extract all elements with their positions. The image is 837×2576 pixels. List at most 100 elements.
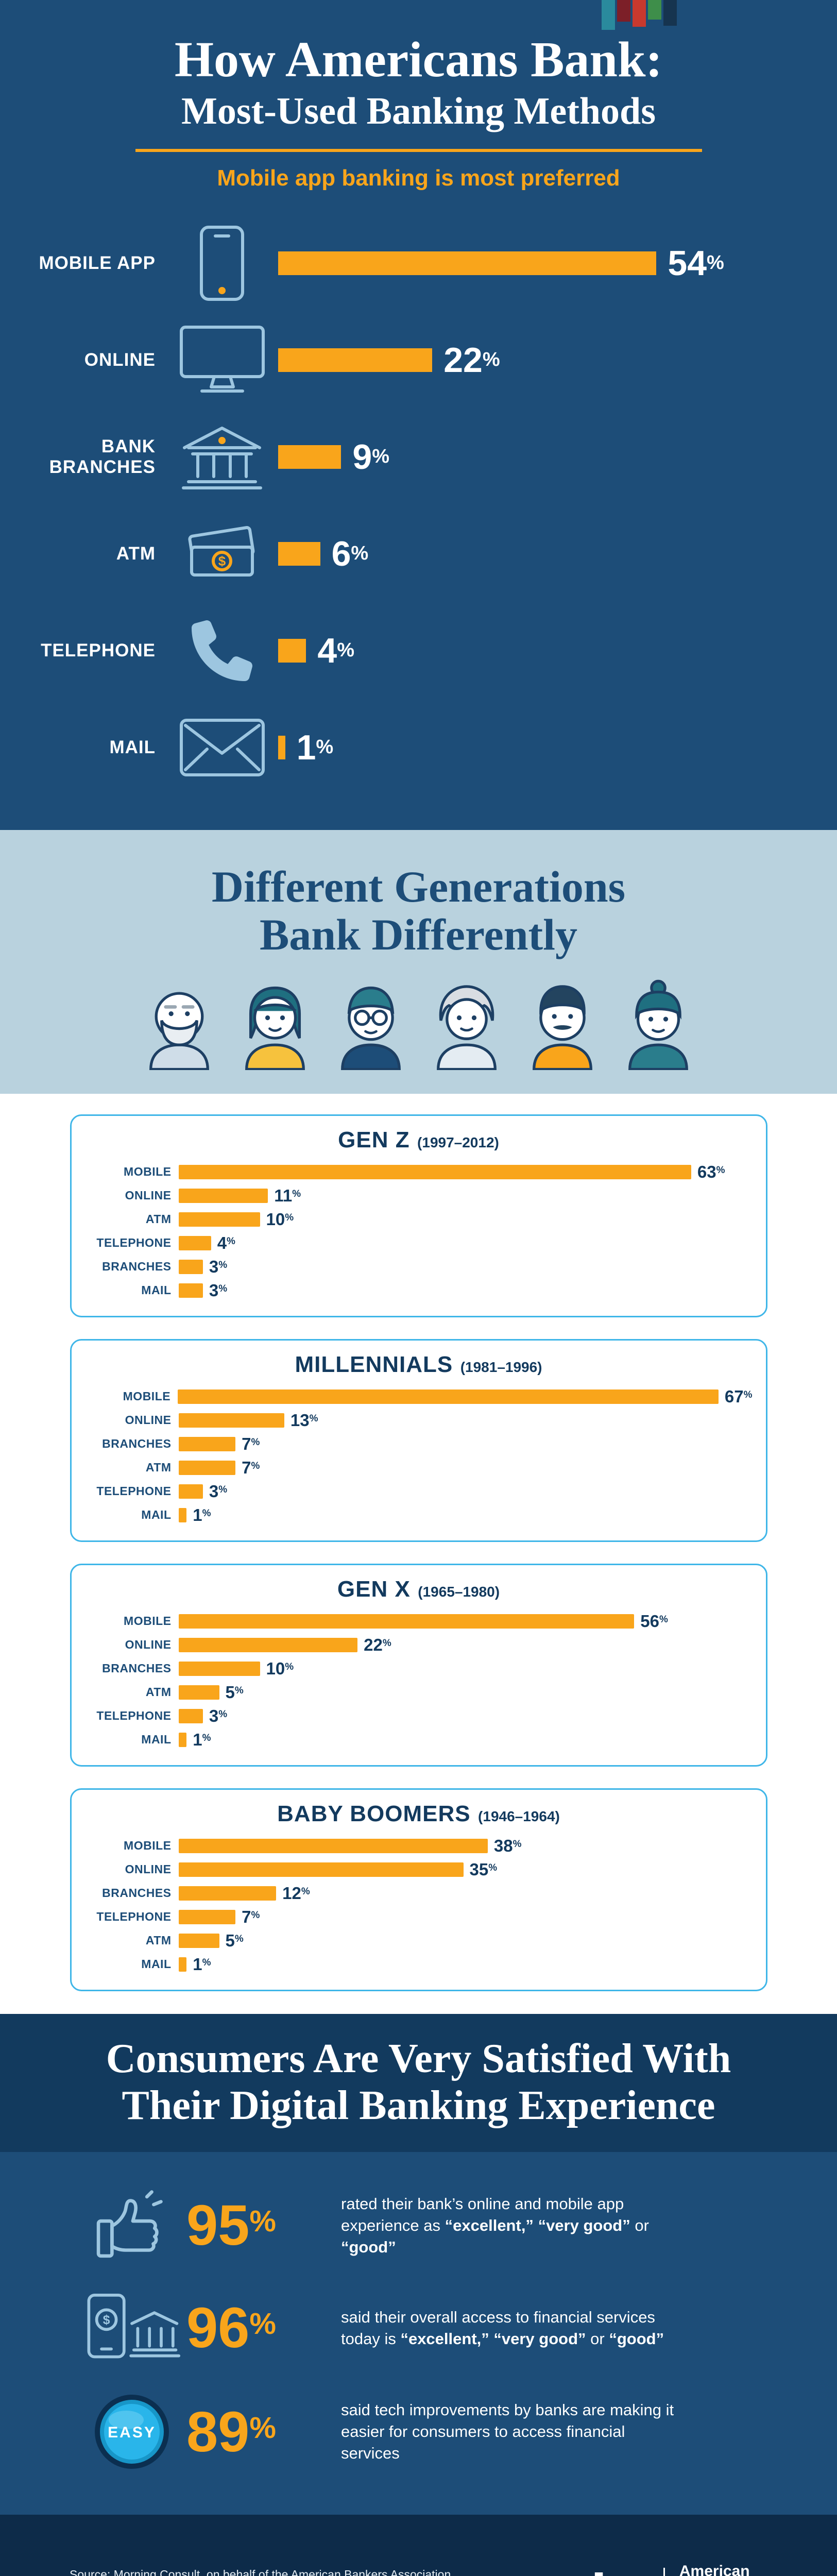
- method-label: ATM: [116, 544, 156, 564]
- decor-stripe: [648, 0, 661, 20]
- decor-stripe: [633, 0, 646, 27]
- chart-row: TELEPHONE 3%: [96, 1706, 228, 1725]
- tagline: Mobile app banking is most preferred: [217, 165, 620, 191]
- svg-text:$: $: [218, 553, 226, 569]
- avatar-man-glasses-icon: [340, 986, 401, 1070]
- bar: [178, 1484, 203, 1499]
- generations-title: Different Generations Bank Differently: [211, 862, 626, 960]
- mail-envelope-icon: [166, 716, 278, 779]
- method-label: TELEPHONE: [41, 640, 156, 661]
- chart-row: TELEPHONE 7%: [96, 1907, 260, 1926]
- chart-row: BRANCHES 7%: [102, 1434, 260, 1453]
- bar-track: 22%: [278, 340, 500, 380]
- bar: [278, 639, 306, 663]
- bar-track: 1%: [278, 727, 333, 768]
- chart-row: ONLINE 35%: [125, 1859, 498, 1879]
- main-chart-row-branches: BANK BRANCHES 9%: [0, 409, 837, 505]
- aba-logo-text: American Bankers Association®: [679, 2563, 750, 2576]
- aba-logo: aba American Bankers Association®: [563, 2562, 773, 2576]
- bar: [178, 1957, 187, 1972]
- page-title: How Americans Bank:: [174, 32, 663, 88]
- stat-text: said their overall access to financial s…: [341, 2308, 664, 2348]
- main-chart-row-atm: ATM $ 6%: [0, 505, 837, 602]
- page-subtitle: Most-Used Banking Methods: [181, 90, 656, 132]
- method-label: MAIL: [109, 737, 156, 758]
- gen-x-chart-card: GEN X (1965–1980) MOBILE 56% ONLINE 22% …: [70, 1563, 767, 1767]
- avatar-woman-teal-hair-icon: [245, 986, 305, 1070]
- footer-section: Source: Morning Consult, on behalf of th…: [0, 2515, 837, 2576]
- bar: [178, 1389, 719, 1404]
- satisfaction-title-band: Consumers Are Very Satisfied With Their …: [0, 2013, 837, 2153]
- bar: [178, 1413, 284, 1428]
- decor-stripes: [602, 0, 677, 30]
- stat-value: 95%: [186, 2194, 276, 2258]
- chart-row: BRANCHES 10%: [102, 1658, 294, 1678]
- bar: [178, 1164, 691, 1179]
- chart-row: MAIL 3%: [141, 1280, 228, 1300]
- decor-stripe: [617, 0, 630, 22]
- bar: [178, 1283, 203, 1298]
- chart-row: TELEPHONE 4%: [96, 1233, 235, 1252]
- baby-boomers-chart-card: BABY BOOMERS (1946–1964) MOBILE 38% ONLI…: [70, 1788, 767, 1991]
- chart-row: ATM 5%: [145, 1682, 244, 1702]
- bar: [278, 445, 341, 469]
- bar: [278, 736, 285, 760]
- bar-track: 6%: [278, 534, 368, 574]
- mobile-bank-icon: $: [77, 2291, 186, 2365]
- divider: [135, 149, 702, 152]
- chart-row: MAIL 1%: [141, 1505, 211, 1524]
- telephone-handset-icon: [166, 620, 278, 682]
- bar: [178, 1235, 211, 1250]
- bar: [178, 1661, 260, 1676]
- stat-row-app-experience: 95% rated their bank’s online and mobile…: [0, 2188, 837, 2263]
- bar: [178, 1909, 236, 1924]
- bar: [178, 1862, 464, 1877]
- bar: [278, 348, 433, 372]
- main-bar-chart: MOBILE APP 54% ONLINE: [0, 215, 837, 796]
- stat-text: said tech improvements by banks are maki…: [341, 2401, 674, 2463]
- chart-row: MOBILE 56%: [124, 1611, 668, 1631]
- bar: [178, 1637, 358, 1652]
- bar: [178, 1436, 236, 1451]
- logo-divider: [663, 2568, 665, 2576]
- chart-row: TELEPHONE 3%: [96, 1481, 228, 1501]
- stat-row-tech-improvements: EASY 89% said tech improvements by banks…: [0, 2393, 837, 2470]
- value-label: 1%: [296, 728, 334, 768]
- generations-section: Different Generations Bank Differently: [0, 830, 837, 1094]
- value-label: 6%: [331, 534, 369, 574]
- bar-track: 9%: [278, 437, 389, 477]
- bar: [178, 1507, 187, 1522]
- chart-row: ATM 10%: [145, 1209, 294, 1229]
- value-label: 54%: [668, 244, 724, 283]
- aba-logo-mark: aba: [563, 2569, 652, 2576]
- method-label: MOBILE APP: [39, 253, 156, 274]
- chart-row: ONLINE 13%: [125, 1410, 318, 1430]
- card-title: GEN X (1965–1980): [337, 1576, 500, 1602]
- header-section: How Americans Bank: Most-Used Banking Me…: [0, 0, 837, 831]
- avatar-man-mustache-icon: [532, 985, 592, 1070]
- bar: [178, 1886, 277, 1901]
- stat-value: 89%: [186, 2400, 276, 2464]
- bar: [178, 1685, 219, 1700]
- chart-row: ONLINE 11%: [125, 1185, 301, 1205]
- main-chart-row-mail: MAIL 1%: [0, 699, 837, 796]
- generation-avatars: [0, 978, 837, 1070]
- generation-charts-section: GEN Z (1997–2012) MOBILE 63% ONLINE 11% …: [0, 1093, 837, 2014]
- stat-value: 96%: [186, 2296, 276, 2360]
- easy-button-icon: EASY: [77, 2393, 186, 2470]
- bar: [178, 1188, 268, 1203]
- card-title: MILLENNIALS (1981–1996): [295, 1351, 542, 1377]
- chart-row: MAIL 1%: [141, 1730, 211, 1749]
- satisfaction-stats-section: 95% rated their bank’s online and mobile…: [0, 2152, 837, 2515]
- card-title: GEN Z (1997–2012): [338, 1127, 499, 1153]
- bank-branch-icon: [166, 421, 278, 493]
- gen-z-chart-card: GEN Z (1997–2012) MOBILE 63% ONLINE 11% …: [70, 1114, 767, 1317]
- bar: [178, 1614, 635, 1629]
- bar: [178, 1212, 260, 1227]
- main-chart-row-online: ONLINE 22%: [0, 312, 837, 409]
- avatar-older-man-icon: [149, 992, 209, 1070]
- source-note: Source: Morning Consult, on behalf of th…: [70, 2567, 454, 2576]
- stat-row-access: $ 96% said their overall access to finan…: [0, 2291, 837, 2365]
- bar: [178, 1732, 187, 1747]
